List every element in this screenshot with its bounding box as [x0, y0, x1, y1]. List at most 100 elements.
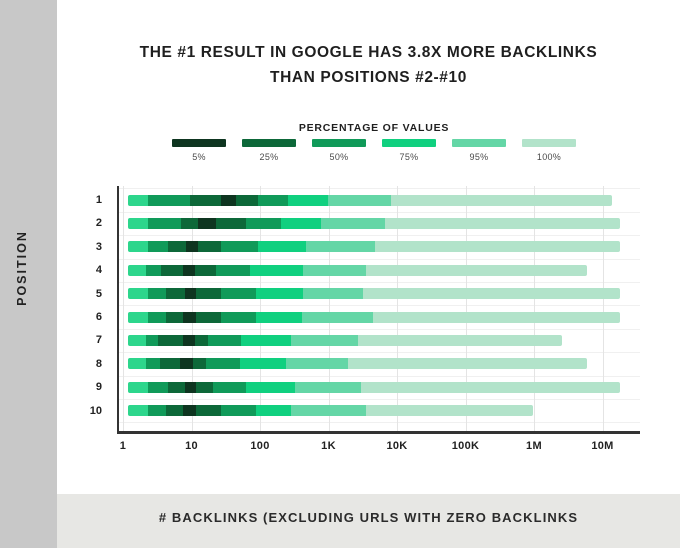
vertical-gridline [191, 186, 193, 431]
bar-segment-start [127, 381, 148, 393]
bar-segment-p100 [373, 311, 621, 323]
bar-segment-start [127, 334, 147, 346]
y-tick-label: 8 [95, 357, 102, 370]
bar-segment-p25 [194, 264, 217, 276]
bar-segment-p95 [301, 311, 373, 323]
x-axis-title: # BACKLINKS (EXCLUDING URLS WITH ZERO BA… [158, 510, 579, 525]
bar-segment-p25 [160, 264, 184, 276]
legend-item: 75% [382, 139, 436, 162]
bar-segment-start [127, 358, 147, 370]
vertical-gridline [534, 186, 535, 431]
bar-segment-p50 [212, 381, 247, 393]
bar-segment-p5 [221, 194, 237, 206]
left-gray-panel [0, 0, 57, 548]
vertical-gridline [602, 186, 604, 431]
bar-segment-p50 [221, 405, 256, 417]
vertical-gridline [397, 186, 398, 431]
legend-item: 5% [172, 139, 226, 162]
chart-title: THE #1 RESULT IN GOOGLE HAS 3.8X MORE BA… [57, 40, 680, 90]
bar-segment-p75 [249, 264, 304, 276]
bar-segment-p75 [240, 358, 286, 370]
bar-segment-p100 [358, 334, 563, 346]
bar-segment-p100 [366, 264, 587, 276]
bar-segment-p5 [185, 288, 197, 300]
horizontal-gridline [118, 375, 640, 377]
y-tick-label: 10 [89, 404, 102, 417]
bar-segment-p25 [166, 405, 184, 417]
y-axis-line [117, 186, 119, 433]
bar-segment-p50 [257, 194, 288, 206]
chart-title-line1: THE #1 RESULT IN GOOGLE HAS 3.8X MORE BA… [139, 44, 598, 61]
vertical-gridline [328, 186, 330, 431]
bar-segment-p100 [366, 405, 534, 417]
horizontal-gridline [118, 188, 640, 190]
bar-segment-start [127, 264, 147, 276]
legend-item-label: 100% [536, 152, 562, 162]
legend: 5% 25% 50% 75% 95% 100% [172, 139, 576, 162]
bar-segment-p50 [147, 194, 191, 206]
bar-segment-p50 [147, 405, 167, 417]
legend-item-label: 5% [192, 152, 206, 162]
x-tick-label: 100 [250, 440, 270, 452]
vertical-gridline [123, 186, 124, 431]
horizontal-gridline [118, 328, 640, 330]
x-tick-label: 10M [591, 440, 614, 452]
bar-segment-start [127, 405, 148, 417]
x-axis-tick-labels: 1 10 100 1K 10K 100K 1M 10M [118, 440, 648, 456]
horizontal-gridline [118, 398, 640, 400]
legend-item: 100% [522, 139, 576, 162]
bottom-gray-panel [57, 494, 680, 548]
bar-segment-p5 [179, 358, 193, 370]
legend-swatch [452, 139, 506, 147]
vertical-gridline [465, 186, 467, 431]
bar-segment-p75 [281, 217, 321, 229]
bar-segment-p25 [190, 194, 221, 206]
bar-segment-p95 [303, 288, 363, 300]
y-axis-tick-labels: 1 2 3 4 5 6 7 8 9 10 [86, 186, 110, 431]
bar-segment-p100 [375, 241, 621, 253]
legend-swatch [312, 139, 366, 147]
x-tick-label: 10 [185, 440, 198, 452]
bar-segment-start [127, 288, 148, 300]
bar-segment-p100 [347, 358, 587, 370]
bar-segment-p50 [205, 358, 241, 370]
bar-segment-p75 [255, 288, 304, 300]
bar-segment-p25 [197, 241, 221, 253]
legend-swatch [382, 139, 436, 147]
y-axis-title: POSITION [15, 230, 29, 306]
x-axis-line [117, 431, 640, 434]
bar-segment-p50 [147, 381, 169, 393]
y-tick-label: 4 [95, 264, 102, 277]
vertical-gridline [260, 186, 261, 431]
bar-segment-p50 [147, 241, 169, 253]
bar-segment-p50 [146, 358, 160, 370]
bar-segment-p95 [286, 358, 348, 370]
bar-segment-start [127, 311, 148, 323]
y-tick-label: 9 [95, 381, 102, 394]
bar-segment-p25 [168, 381, 186, 393]
x-tick-label: 100K [451, 440, 480, 452]
bar-segment-p5 [197, 217, 217, 229]
legend-item-label: 50% [329, 152, 349, 162]
bar-segment-start [127, 194, 148, 206]
bar-segment-p50 [216, 264, 250, 276]
x-tick-label: 10K [386, 440, 408, 452]
x-tick-label: 1K [321, 440, 336, 452]
y-tick-label: 5 [95, 287, 102, 300]
bar-segment-p50 [146, 334, 158, 346]
bar-segment-p50 [147, 217, 182, 229]
horizontal-gridline [118, 235, 640, 237]
bar-segment-p100 [384, 217, 621, 229]
bar-segment-p25 [236, 194, 258, 206]
bar-segment-p50 [246, 217, 282, 229]
legend-item-label: 75% [399, 152, 419, 162]
bar-segment-p75 [288, 194, 328, 206]
bar-segment-p25 [166, 288, 186, 300]
bar-segment-p5 [183, 334, 195, 346]
x-tick-label: 1 [119, 440, 127, 452]
bar-segment-p75 [246, 381, 295, 393]
legend-item: 25% [242, 139, 296, 162]
bar-segment-p25 [168, 241, 186, 253]
bar-segment-p95 [321, 217, 385, 229]
bar-segment-p50 [146, 264, 161, 276]
